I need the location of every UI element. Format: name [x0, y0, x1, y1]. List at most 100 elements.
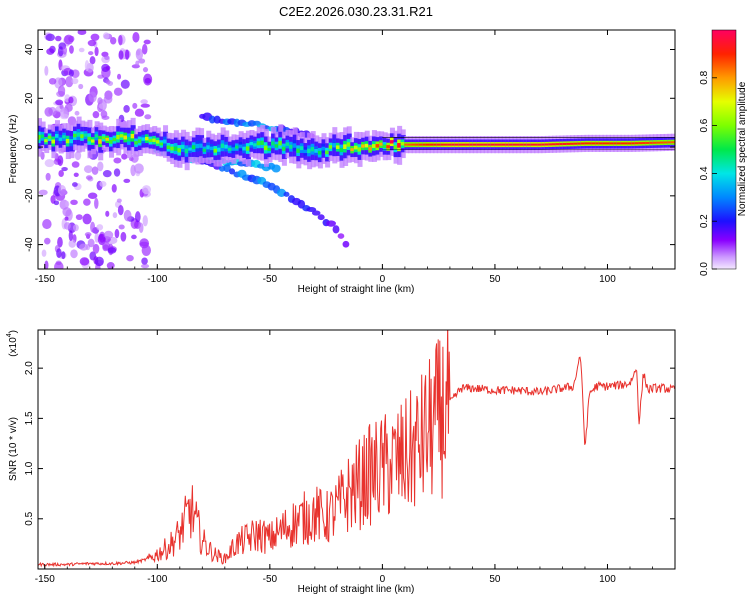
spectrogram-speckle	[94, 256, 104, 267]
spectrogram-ridge-core	[415, 143, 421, 146]
spectrogram-ridge-core	[584, 142, 590, 145]
x-tick-label: -150	[35, 574, 55, 585]
spectrogram-ridge-core	[479, 143, 485, 146]
spectrogram-ridge-core	[213, 148, 219, 153]
spectrogram-ridge-core	[101, 136, 107, 140]
spectrogram-branch-blob	[332, 225, 340, 234]
x-tick-label: -50	[263, 274, 278, 285]
spectrogram-ridge-core	[83, 133, 89, 137]
spectrogram-speckle	[143, 39, 151, 45]
spectrogram-ridge-core	[292, 143, 298, 148]
spectrogram-speckle	[87, 192, 98, 200]
spectrogram-ridge-core	[242, 146, 248, 151]
spectrogram-speckle	[102, 241, 111, 251]
spectrogram-ridge-core	[47, 135, 53, 139]
spectrogram-ridge-core	[652, 141, 658, 144]
spectrogram-speckle	[62, 207, 72, 217]
spectrogram-speckle	[62, 46, 68, 55]
spectrogram-speckle	[55, 35, 62, 42]
spectrogram-branch-blob	[311, 210, 321, 216]
spectrogram-ridge-core	[433, 143, 439, 146]
spectrogram-ridge-core	[555, 143, 561, 146]
spectrogram-ridge-core	[422, 143, 428, 146]
spectrogram-ridge-core	[638, 142, 644, 145]
spectrogram-ridge-core	[458, 143, 464, 146]
spectrogram-ridge-core	[343, 144, 349, 149]
spectrogram-ridge-core	[339, 147, 345, 153]
spectrogram-ridge-core	[642, 142, 648, 145]
spectrogram-ridge-core	[62, 135, 68, 139]
spectrogram-speckle	[83, 165, 93, 174]
spectrogram-speckle	[41, 249, 47, 257]
spectrogram-ridge-core	[656, 141, 662, 144]
spectrogram-ridge-core	[598, 142, 604, 145]
spectrogram-ridge-core	[217, 147, 223, 152]
spectrogram-speckle	[44, 107, 53, 117]
spectrogram-ridge-core	[166, 145, 172, 149]
x-tick-label: 100	[599, 274, 616, 285]
spectrogram-xlabel: Height of straight line (km)	[298, 284, 415, 295]
spectrogram-speckle	[140, 263, 150, 269]
spectrogram-ridge-core	[274, 144, 280, 148]
spectrogram-ridge-core	[112, 137, 118, 142]
spectrogram-ridge-core	[267, 147, 273, 151]
spectrogram-ylabel: Frequency (Hz)	[8, 115, 19, 184]
spectrogram-ridge-core	[533, 143, 539, 146]
colorbar-tick-label: 0.2	[699, 214, 710, 228]
spectrogram-speckle	[71, 77, 79, 85]
spectrogram-ridge-core	[627, 142, 633, 145]
spectrogram-ridge-core	[375, 144, 381, 148]
spectrogram-ridge-core	[40, 134, 46, 139]
spectrogram-speckle	[84, 60, 90, 72]
spectrogram-ridge-core	[548, 143, 554, 146]
spectrogram-speckle	[113, 87, 123, 96]
spectrogram-ridge-core	[148, 138, 154, 143]
spectrogram-speckle	[94, 197, 99, 209]
snr-panel: -150 -100 -50 0 50 100 0.5 1.0 1.5 2.0 Height of …	[6, 329, 676, 595]
spectrogram-ridge-core	[451, 143, 457, 146]
spectrogram-speckle	[142, 67, 149, 73]
spectrogram-speckle	[68, 239, 76, 248]
spectrogram-speckle	[134, 108, 145, 117]
spectrogram-ridge-core	[544, 143, 550, 146]
spectrogram-ridge-core	[209, 146, 215, 151]
spectrogram-ridge-core	[80, 134, 86, 139]
spectrogram-ridge-core	[609, 142, 615, 145]
y-tick-label: 0.5	[24, 511, 35, 525]
spectrogram-speckle	[54, 261, 64, 269]
spectrogram-ridge-core	[624, 142, 630, 145]
spectrogram-speckle	[103, 94, 113, 104]
spectrogram-speckle	[120, 79, 130, 89]
x-tick-label: -50	[263, 574, 278, 585]
spectrogram-ridge-core	[310, 147, 316, 152]
spectrogram-speckle	[44, 159, 55, 168]
spectrogram-ridge-core	[260, 140, 266, 145]
spectrogram-ridge-core	[483, 143, 489, 146]
spectrogram-speckle	[57, 155, 64, 167]
spectrogram-speckle	[117, 73, 122, 80]
spectrogram-ridge-core	[98, 139, 104, 144]
spectrogram-speckle	[70, 249, 78, 259]
spectrogram-ridge-core	[670, 141, 675, 144]
spectrogram-branch-blob	[342, 240, 350, 248]
spectrogram-speckle	[123, 104, 130, 113]
spectrogram-speckle	[82, 213, 92, 225]
spectrogram-ridge-core	[530, 143, 536, 146]
spectrogram-ridge-core	[109, 139, 115, 144]
spectrogram-ridge-core	[249, 141, 255, 146]
spectrogram-ridge-core	[299, 146, 305, 151]
x-tick-label: 100	[599, 574, 616, 585]
spectrogram-ridge-core	[199, 143, 205, 148]
spectrogram-ridge-core	[127, 136, 133, 142]
spectrogram-ridge-core	[170, 146, 176, 151]
spectrogram-speckle	[65, 76, 74, 88]
spectrogram-speckle	[118, 50, 124, 60]
spectrogram-frame	[37, 29, 676, 270]
spectrogram-ridge-core	[44, 139, 50, 143]
spectrogram-ridge-core	[660, 141, 666, 144]
spectrogram-speckle	[113, 157, 122, 164]
spectrogram-speckle	[126, 254, 134, 262]
x-tick-label: 0	[380, 274, 386, 285]
spectrogram-ridge-core	[116, 134, 122, 140]
spectrogram-ridge-core	[465, 143, 471, 146]
